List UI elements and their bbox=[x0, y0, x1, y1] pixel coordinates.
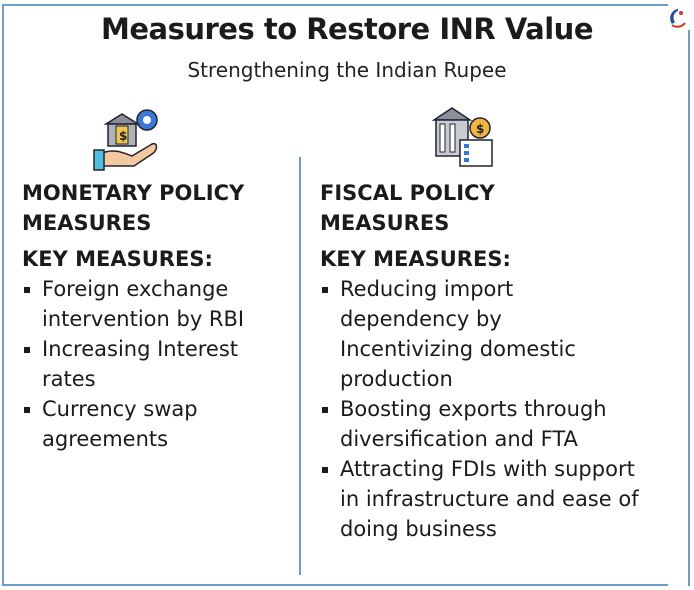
brand-logo-icon bbox=[670, 9, 686, 28]
fiscal-heading: FISCAL POLICY MEASURES bbox=[320, 181, 495, 235]
list-item: Increasing Interest rates bbox=[22, 334, 292, 394]
svg-text:$: $ bbox=[476, 122, 484, 136]
list-item: Foreign exchange intervention by RBI bbox=[22, 274, 292, 334]
page-subtitle: Strengthening the Indian Rupee bbox=[187, 58, 507, 82]
monetary-heading: MONETARY POLICY MEASURES bbox=[22, 181, 245, 235]
hand-bank-gear-icon: $ bbox=[93, 109, 158, 171]
fiscal-key-label: KEY MEASURES: bbox=[320, 247, 511, 271]
frame-border bbox=[2, 4, 668, 586]
fiscal-policy-column: FISCAL POLICY MEASURES KEY MEASURES: Red… bbox=[320, 178, 680, 544]
bank-moneybag-checklist-icon: $ bbox=[432, 107, 493, 167]
list-item: Attracting FDIs with support in infrastr… bbox=[320, 454, 660, 544]
list-item: Boosting exports through diversification… bbox=[320, 394, 680, 454]
page-title: Measures to Restore INR Value bbox=[101, 12, 594, 46]
column-divider bbox=[299, 157, 301, 575]
frame-border-right bbox=[688, 30, 690, 586]
list-item: Reducing import dependency by Incentiviz… bbox=[320, 274, 630, 394]
svg-text:$: $ bbox=[119, 129, 127, 143]
monetary-measures-list: Foreign exchange intervention by RBI Inc… bbox=[22, 274, 292, 454]
list-item: Currency swap agreements bbox=[22, 394, 292, 454]
monetary-key-label: KEY MEASURES: bbox=[22, 247, 213, 271]
fiscal-measures-list: Reducing import dependency by Incentiviz… bbox=[320, 274, 680, 544]
monetary-policy-column: MONETARY POLICY MEASURES KEY MEASURES: F… bbox=[22, 178, 292, 454]
